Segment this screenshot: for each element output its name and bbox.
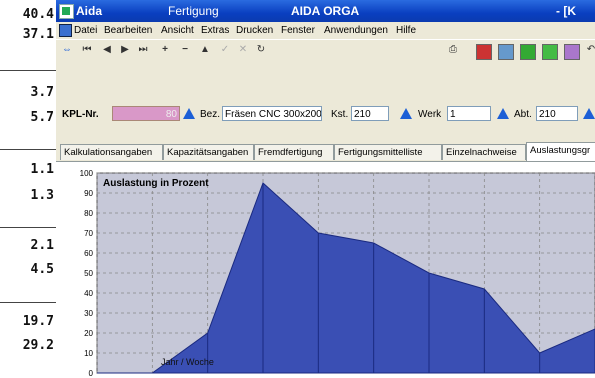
- y-tick-label: 100: [80, 169, 94, 178]
- kpl-label: KPL-Nr.: [62, 109, 99, 120]
- tab-strip: Kalkulationsangaben Kapazitätsangaben Fr…: [56, 142, 595, 161]
- y-tick-label: 80: [84, 209, 93, 218]
- module-name: Fertigung: [168, 4, 219, 18]
- side-number: 19.7: [22, 314, 54, 329]
- side-number: 29.2: [22, 338, 54, 353]
- product-name: AIDA ORGA: [291, 4, 360, 18]
- window-title-suffix: - [K: [556, 4, 576, 18]
- toolbar: ⇔ ⏮ ◀ ▶ ⏭ + − ▲ ✓ ✕ ↻ ⎙ ↶: [56, 39, 595, 65]
- y-tick-label: 90: [84, 189, 93, 198]
- bez-label: Bez.: [200, 109, 221, 120]
- delete-record-icon[interactable]: −: [182, 44, 188, 55]
- prev-record-icon[interactable]: ◀: [103, 44, 111, 55]
- x-axis-label: Jahr / Woche: [161, 357, 214, 367]
- series-area: [97, 182, 595, 374]
- toolbar-spacer: [56, 64, 595, 90]
- menu-fenster[interactable]: Fenster: [281, 25, 315, 36]
- menu-datei[interactable]: Datei: [74, 25, 98, 36]
- document-icon[interactable]: [59, 24, 72, 37]
- app-name: Aida: [76, 4, 103, 18]
- menu-bearbeiten[interactable]: Bearbeiten: [104, 25, 153, 36]
- chart-icon[interactable]: [542, 44, 558, 60]
- side-number: 37.1: [22, 27, 54, 42]
- werk-lookup-icon[interactable]: [497, 108, 509, 119]
- tools-icon[interactable]: [564, 44, 580, 60]
- spreadsheet-icon[interactable]: [520, 44, 536, 60]
- bez-field[interactable]: Fräsen CNC 300x200: [222, 106, 322, 121]
- y-tick-label: 40: [84, 289, 93, 298]
- print-icon[interactable]: ⎙: [449, 44, 457, 55]
- first-record-icon[interactable]: ⏮: [82, 44, 92, 55]
- side-number: 1.3: [30, 188, 54, 203]
- side-number: 2.1: [30, 238, 54, 253]
- side-number-column: 40.4 37.1 3.7 5.7 1.1 1.3 2.1 4.5 19.7 2…: [0, 0, 56, 378]
- y-tick-label: 50: [84, 269, 93, 278]
- y-tick-label: 30: [84, 309, 93, 318]
- cancel-icon[interactable]: ✕: [238, 44, 248, 55]
- abt-lookup-icon[interactable]: [583, 108, 595, 119]
- tab-kalkulationsangaben[interactable]: Kalkulationsangaben: [60, 144, 163, 160]
- werk-field[interactable]: 1: [447, 106, 491, 121]
- confirm-icon[interactable]: ✓: [220, 44, 230, 55]
- side-number: 3.7: [30, 85, 54, 100]
- kpl-number-field[interactable]: 80: [112, 106, 180, 121]
- tab-fertigungsmittelliste[interactable]: Fertigungsmittelliste: [334, 144, 442, 160]
- app-window: Aida Fertigung AIDA ORGA - [K Datei Bear…: [56, 0, 595, 378]
- next-record-icon[interactable]: ▶: [121, 44, 129, 55]
- menu-hilfe[interactable]: Hilfe: [396, 25, 417, 36]
- nav-expand-icon[interactable]: ⇔: [62, 44, 72, 55]
- divider: [0, 149, 56, 150]
- side-number: 40.4: [22, 7, 54, 22]
- abt-field[interactable]: 210: [536, 106, 578, 121]
- tab-einzelnachweise[interactable]: Einzelnachweise: [442, 144, 526, 160]
- y-tick-label: 70: [84, 229, 93, 238]
- last-record-icon[interactable]: ⏭: [138, 44, 148, 55]
- chart-title: Auslastung in Prozent: [103, 178, 209, 189]
- y-tick-label: 10: [84, 349, 93, 358]
- menu-extras[interactable]: Extras: [201, 25, 230, 36]
- tab-auslastungsgrafik[interactable]: Auslastungsgr: [526, 142, 595, 161]
- werk-label: Werk: [418, 109, 442, 120]
- edit-record-icon[interactable]: ▲: [200, 44, 210, 55]
- divider: [0, 227, 56, 228]
- tab-kapazitaetsangaben[interactable]: Kapazitätsangaben: [163, 144, 254, 160]
- menu-ansicht[interactable]: Ansicht: [161, 25, 194, 36]
- app-icon[interactable]: [59, 4, 74, 19]
- kst-field[interactable]: 210: [351, 106, 389, 121]
- divider: [0, 302, 56, 303]
- refresh-icon[interactable]: ↻: [256, 44, 266, 55]
- kst-label: Kst.: [331, 109, 349, 120]
- record-header: KPL-Nr. 80 Bez. Fräsen CNC 300x200 Kst. …: [56, 90, 595, 136]
- y-tick-label: 0: [89, 369, 94, 378]
- undo-icon[interactable]: ↶: [586, 44, 595, 55]
- menu-bar: Datei Bearbeiten Ansicht Extras Drucken …: [56, 22, 595, 39]
- utilization-chart: 0 10 20 30 40 50 60 70 80 90 100 Auslastung in Proz…: [80, 169, 595, 378]
- calculator-icon[interactable]: [498, 44, 514, 60]
- abt-label: Abt.: [514, 109, 532, 120]
- side-number: 4.5: [30, 262, 54, 277]
- binoculars-icon[interactable]: [476, 44, 492, 60]
- chart-panel: 0 10 20 30 40 50 60 70 80 90 100 Auslastung in Proz…: [56, 161, 595, 378]
- tab-fremdfertigung[interactable]: Fremdfertigung: [254, 144, 334, 160]
- title-bar[interactable]: Aida Fertigung AIDA ORGA - [K: [56, 0, 595, 22]
- add-record-icon[interactable]: +: [162, 44, 168, 55]
- side-number: 5.7: [30, 110, 54, 125]
- menu-anwendungen[interactable]: Anwendungen: [324, 25, 388, 36]
- kpl-lookup-icon[interactable]: [183, 108, 195, 119]
- menu-drucken[interactable]: Drucken: [236, 25, 274, 36]
- y-tick-label: 20: [84, 329, 93, 338]
- side-number: 1.1: [30, 162, 54, 177]
- y-tick-label: 60: [84, 249, 93, 258]
- kst-lookup-icon[interactable]: [400, 108, 412, 119]
- divider: [0, 70, 56, 71]
